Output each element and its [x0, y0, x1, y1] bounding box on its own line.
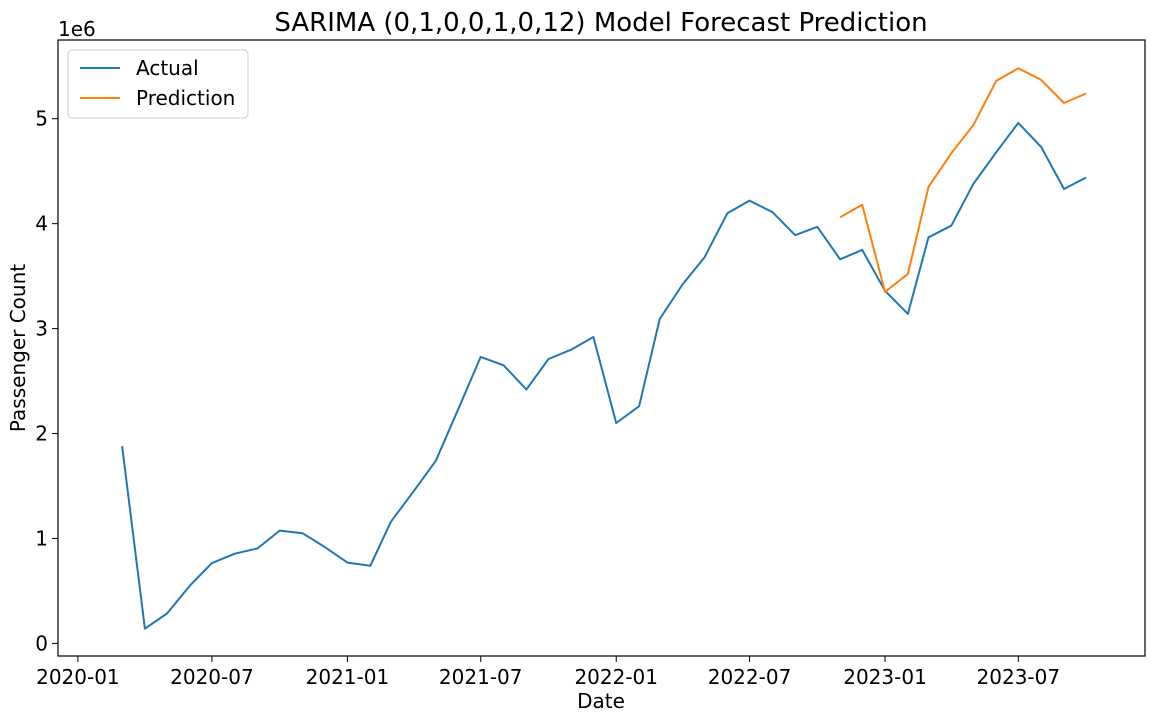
y-tick-label-1: 1 — [35, 526, 48, 550]
x-axis-label: Date — [577, 689, 625, 713]
y-tick-label-3: 3 — [35, 317, 48, 341]
y-axis-label: Passenger Count — [6, 264, 30, 432]
x-tick-label-2021-07: 2021-07 — [439, 665, 523, 689]
x-tick-label-2022-01: 2022-01 — [574, 665, 658, 689]
series-group — [121, 67, 1087, 630]
y-tick-label-5: 5 — [35, 107, 48, 131]
x-axis: 2020-01 2020-07 2021-01 2021-07 2022-01 2022-… — [36, 656, 1060, 689]
x-tick-label-2023-01: 2023-01 — [843, 665, 927, 689]
axes-frame — [57, 39, 1146, 657]
chart-title: SARIMA (0,1,0,0,1,0,12) Model Forecast P… — [274, 8, 927, 38]
legend-label-actual: Actual — [136, 56, 199, 80]
legend: Actual Prediction — [67, 49, 249, 119]
x-tick-label-2020-01: 2020-01 — [36, 665, 120, 689]
x-tick-label-2021-01: 2021-01 — [306, 665, 390, 689]
x-tick-label-2023-07: 2023-07 — [977, 665, 1061, 689]
series-line-prediction — [839, 67, 1087, 293]
y-tick-label-2: 2 — [35, 422, 48, 446]
legend-label-prediction: Prediction — [136, 86, 235, 110]
plot-area — [57, 39, 1146, 657]
y-axis: 0 1 2 3 4 5 — [35, 107, 58, 655]
x-tick-label-2020-07: 2020-07 — [170, 665, 254, 689]
y-tick-label-0: 0 — [35, 631, 48, 655]
x-tick-label-2022-07: 2022-07 — [708, 665, 792, 689]
y-tick-label-4: 4 — [35, 212, 48, 236]
series-line-actual — [121, 121, 1087, 630]
y-offset-label: 1e6 — [58, 17, 96, 41]
